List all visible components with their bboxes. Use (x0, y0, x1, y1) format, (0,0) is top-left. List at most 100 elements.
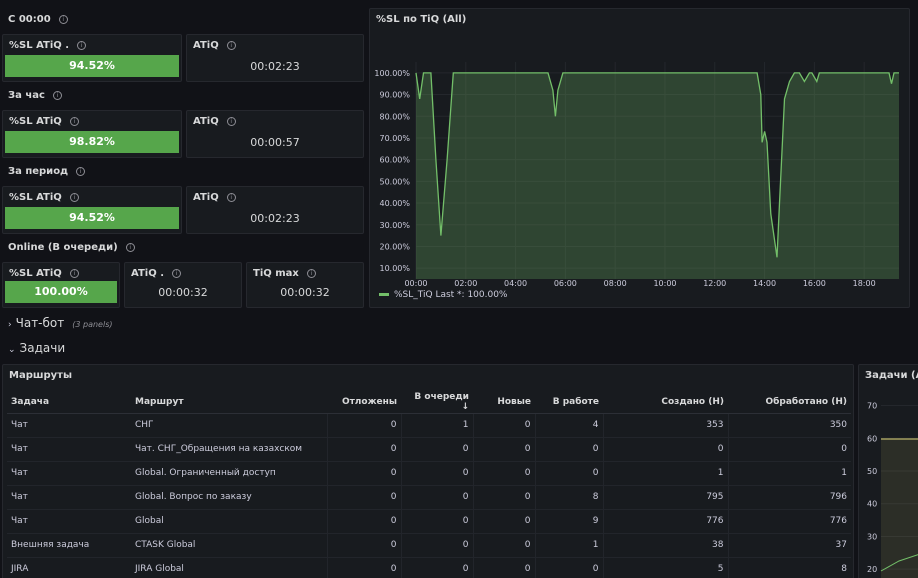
table-row[interactable]: Чат Чат. СНГ_Обращения на казахском 0 0 0 0 0 0 (7, 437, 851, 462)
atiq-value: 00:00:32 (158, 286, 208, 299)
sl-atiq-panel-period[interactable]: %SL ATiQ i 94.52% (2, 186, 182, 234)
info-icon[interactable]: i (69, 116, 79, 126)
y-tick-label: 100.00% (374, 69, 410, 78)
sl-value-bar: 98.82% (5, 131, 179, 153)
row-chatbot[interactable]: › Чат-бот (3 panels) (0, 314, 918, 336)
info-icon[interactable]: i (125, 242, 135, 252)
table-cell: 0 (472, 437, 535, 462)
table-cell: 0 (472, 461, 535, 486)
sl-atiq-panel-since-midnight[interactable]: %SL ATiQ . i 94.52% (2, 34, 182, 82)
chart-legend[interactable]: %SL_TiQ Last *: 100.00% (379, 290, 508, 300)
sl-atiq-panel-online[interactable]: %SL ATiQ i 100.00% (2, 262, 120, 308)
table-cell: 0 (400, 509, 473, 534)
table-cell: 0 (472, 557, 535, 578)
panel-title: %SL ATiQ (9, 192, 62, 203)
atiq-panel-last-hour[interactable]: ATiQ i 00:00:57 (186, 110, 364, 158)
atiq-panel-online[interactable]: ATiQ . i 00:00:32 (124, 262, 242, 308)
tiq-max-panel-online[interactable]: TiQ max i 00:00:32 (246, 262, 364, 308)
info-icon[interactable]: i (52, 90, 62, 100)
table-cell: 4 (534, 413, 603, 438)
table-cell: 0 (326, 533, 401, 558)
table-row[interactable]: Чат Global. Вопрос по заказу 0 0 0 8 795 796 (7, 485, 851, 510)
column-header[interactable]: Задача (7, 391, 131, 414)
row-tasks[interactable]: ⌄ Задачи (0, 340, 918, 362)
y-tick-label: 70.00% (379, 134, 410, 143)
column-header[interactable]: Маршрут (131, 391, 327, 414)
table-cell: Чат (7, 437, 131, 462)
table-cell: 0 (472, 509, 535, 534)
table-cell: 0 (326, 437, 401, 462)
info-icon[interactable]: i (306, 268, 316, 278)
y-tick-label: 40.00% (379, 199, 410, 208)
info-icon[interactable]: i (76, 166, 86, 176)
table-cell: 776 (602, 509, 728, 534)
table-body: Чат СНГ 0 1 0 4 353 350 Чат Чат. СНГ_Обращения на… (7, 413, 851, 578)
column-header[interactable]: Отложены (327, 391, 401, 414)
table-cell: Чат (7, 485, 131, 510)
table-row[interactable]: Чат Global 0 0 0 9 776 776 (7, 509, 851, 534)
routes-table-panel[interactable]: Маршруты Задача Маршрут Отложены В очереди … (2, 364, 854, 578)
info-icon[interactable]: i (69, 192, 79, 202)
panel-title: %SL ATiQ (9, 268, 62, 279)
x-tick-label: 18:00 (853, 279, 876, 288)
y-tick-label: 60 (867, 434, 877, 443)
y-tick-label: 30.00% (379, 221, 410, 230)
x-tick-label: 16:00 (803, 279, 826, 288)
row-title: Задачи (19, 341, 66, 355)
info-icon[interactable]: i (58, 14, 68, 24)
y-tick-label: 90.00% (379, 91, 410, 100)
info-icon[interactable]: i (172, 268, 181, 278)
chart-title: %SL по TiQ (All) (376, 14, 467, 25)
x-tick-label: 02:00 (454, 279, 477, 288)
column-header[interactable]: В работе (535, 391, 603, 414)
atiq-panel-since-midnight[interactable]: ATiQ i 00:02:23 (186, 34, 364, 82)
table-cell: JIRA Global (131, 557, 327, 578)
table-cell: 1 (400, 413, 473, 438)
table-cell: Внешняя задача (7, 533, 131, 558)
y-tick-label: 50.00% (379, 177, 410, 186)
tasks-chart-panel[interactable]: Задачи (All) 20 30 40 50 60 70 (858, 364, 918, 578)
sl-value-bar: 100.00% (5, 281, 117, 303)
table-cell: 5 (602, 557, 728, 578)
column-header[interactable]: В очереди ↓ (401, 391, 473, 414)
table-row[interactable]: JIRA JIRA Global 0 0 0 0 5 8 (7, 557, 851, 578)
table-cell: 796 (727, 485, 851, 510)
table-cell: Global. Вопрос по заказу (131, 485, 327, 510)
sl-atiq-panel-last-hour[interactable]: %SL ATiQ i 98.82% (2, 110, 182, 158)
row-panel-count: (3 panels) (72, 320, 113, 329)
info-icon[interactable]: i (69, 268, 79, 278)
table-row[interactable]: Чат Global. Ограниченный доступ 0 0 0 0 1 1 (7, 461, 851, 486)
series-line (415, 72, 899, 258)
sl-value-bar: 94.52% (5, 207, 179, 229)
info-icon[interactable]: i (226, 40, 236, 50)
table-cell: 0 (326, 413, 401, 438)
info-icon[interactable]: i (77, 40, 87, 50)
column-header[interactable]: Новые (473, 391, 535, 414)
atiq-value: 00:02:23 (250, 60, 300, 73)
atiq-panel-period[interactable]: ATiQ i 00:02:23 (186, 186, 364, 234)
y-tick-label: 50 (867, 467, 877, 476)
info-icon[interactable]: i (226, 116, 236, 126)
chevron-right-icon: › (8, 320, 12, 330)
panel-title: %SL ATiQ . (9, 40, 70, 51)
column-header[interactable]: Создано (H) (603, 391, 728, 414)
x-tick-label: 14:00 (753, 279, 776, 288)
table-cell: 0 (400, 437, 473, 462)
table-cell: 353 (602, 413, 728, 438)
sl-by-tiq-chart-panel[interactable]: %SL по TiQ (All) 10.00% 20.00% 30.00% 40.00… (369, 8, 910, 308)
row-title: Чат-бот (15, 316, 65, 330)
table-header-row: Задача Маршрут Отложены В очереди ↓ Новые В р… (7, 391, 851, 414)
info-icon[interactable]: i (226, 192, 236, 202)
column-header[interactable]: Обработано (H) (728, 391, 851, 414)
sl-value-bar: 94.52% (5, 55, 179, 77)
series-area (881, 439, 918, 578)
y-tick-label: 60.00% (379, 156, 410, 165)
table-cell: 8 (727, 557, 851, 578)
table-cell: 1 (534, 533, 603, 558)
table-cell: 0 (400, 461, 473, 486)
table-row[interactable]: Внешняя задача CTASK Global 0 0 0 1 38 37 (7, 533, 851, 558)
table-cell: 0 (400, 485, 473, 510)
table-row[interactable]: Чат СНГ 0 1 0 4 353 350 (7, 413, 851, 438)
table-cell: 0 (400, 557, 473, 578)
x-tick-label: 10:00 (653, 279, 676, 288)
